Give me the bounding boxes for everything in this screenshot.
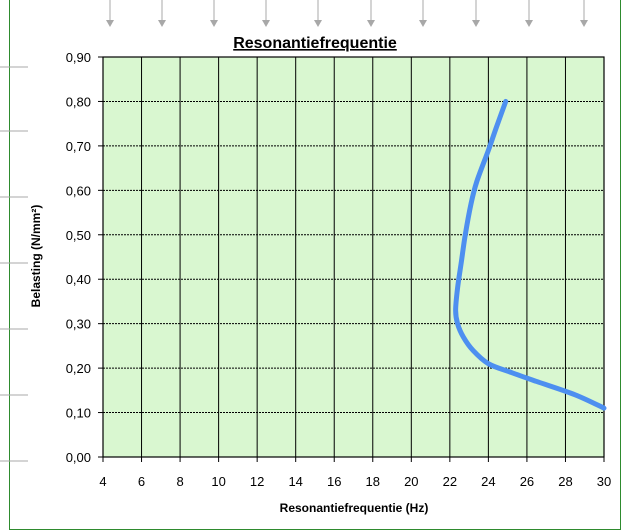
x-tick-label: 14: [288, 474, 302, 489]
chart-title: Resonantiefrequentie: [233, 35, 397, 52]
x-axis-label: Resonantiefrequentie (Hz): [280, 501, 429, 515]
y-tick-label: 0,20: [66, 361, 91, 376]
x-tick-label: 18: [366, 474, 380, 489]
y-tick-label: 0,30: [66, 317, 91, 332]
x-tick-label: 12: [250, 474, 264, 489]
x-tick-label: 28: [558, 474, 572, 489]
y-tick-label: 0,10: [66, 406, 91, 421]
top-marker-arrow: [367, 20, 375, 27]
top-marker-arrow: [314, 20, 322, 27]
y-axis-label: Belasting (N/mm²): [29, 205, 43, 308]
y-tick-label: 0,50: [66, 228, 91, 243]
y-tick-label: 0,60: [66, 183, 91, 198]
top-marker-arrow: [106, 20, 114, 27]
plot-border: [102, 56, 605, 458]
y-tick-label: 0,00: [66, 450, 91, 465]
x-tick-label: 4: [99, 474, 106, 489]
x-tick-label: 6: [138, 474, 145, 489]
decorative-markers: [0, 0, 588, 462]
y-tick-label: 0,40: [66, 272, 91, 287]
y-tick-label: 0,70: [66, 139, 91, 154]
x-tick-label: 20: [404, 474, 418, 489]
x-tick-label: 26: [520, 474, 534, 489]
x-tick-label: 16: [327, 474, 341, 489]
y-tick-label: 0,80: [66, 94, 91, 109]
top-marker-arrow: [419, 20, 427, 27]
plot-area: [103, 57, 604, 457]
y-tick-label: 0,90: [66, 50, 91, 65]
y-tick-labels: 0,00 0,10 0,20 0,30 0,40 0,50 0,60 0,70 0,80 0,90: [66, 50, 91, 465]
top-marker-arrow: [472, 20, 480, 27]
x-tick-label: 24: [481, 474, 495, 489]
top-marker-arrow: [262, 20, 270, 27]
top-marker-arrow: [210, 20, 218, 27]
x-tick-label: 30: [597, 474, 611, 489]
x-tick-label: 10: [211, 474, 225, 489]
top-marker-arrow: [525, 20, 533, 27]
chart-frame: [9, 0, 621, 530]
top-marker-arrow: [158, 20, 166, 27]
x-tick-labels: 4 6 8 10 12 14 16 18 20 22 24 26 28 30: [99, 474, 611, 489]
series-layer: [453, 98, 607, 411]
x-tick-label: 8: [176, 474, 183, 489]
x-tick-label: 22: [443, 474, 457, 489]
top-marker-arrow: [580, 20, 588, 27]
